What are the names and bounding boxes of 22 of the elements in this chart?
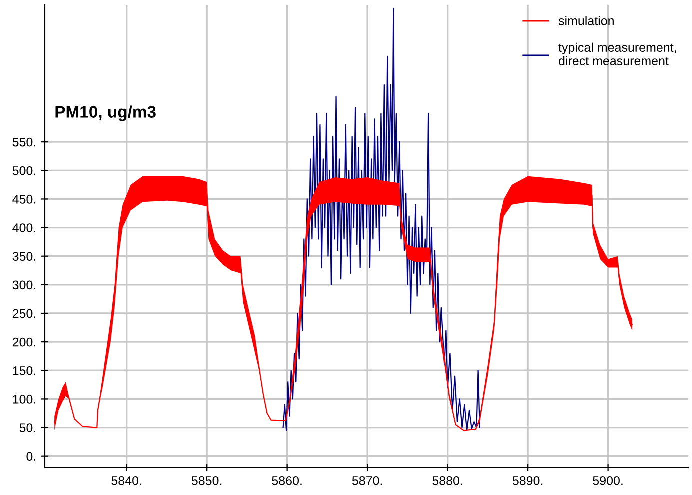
x-tick-label: 5900.: [593, 476, 623, 486]
y-tick-label: 0.: [26, 452, 36, 461]
y-tick-label: 250.: [12, 309, 36, 318]
y-tick-label: 150.: [13, 366, 36, 376]
y-axis-title: PM10, ug/m3: [56, 106, 156, 122]
y-tick-label: 500.: [12, 166, 36, 176]
y-tick-label: 350.: [12, 252, 36, 262]
x-tick-label: 5860.: [272, 476, 302, 486]
y-tick-label: 400.: [12, 224, 36, 232]
legend-label: typical measurement, direct measurement: [558, 42, 676, 66]
x-tick-label: 5840.: [112, 476, 142, 486]
y-tick-label: 200.: [12, 338, 36, 347]
x-tick-label: 5880.: [432, 476, 462, 486]
x-tick-label: 5870.: [352, 476, 382, 486]
y-tick-label: 300.: [12, 280, 36, 290]
x-tick-label: 5850.: [192, 476, 222, 486]
x-tick-label: 5890.: [512, 476, 543, 486]
y-tick-label: 50.: [20, 424, 36, 432]
y-tick-label: 100.: [13, 395, 36, 404]
legend-label: simulation: [558, 16, 614, 26]
y-tick-label: 550.: [12, 138, 36, 147]
y-tick-label: 450.: [12, 195, 36, 204]
